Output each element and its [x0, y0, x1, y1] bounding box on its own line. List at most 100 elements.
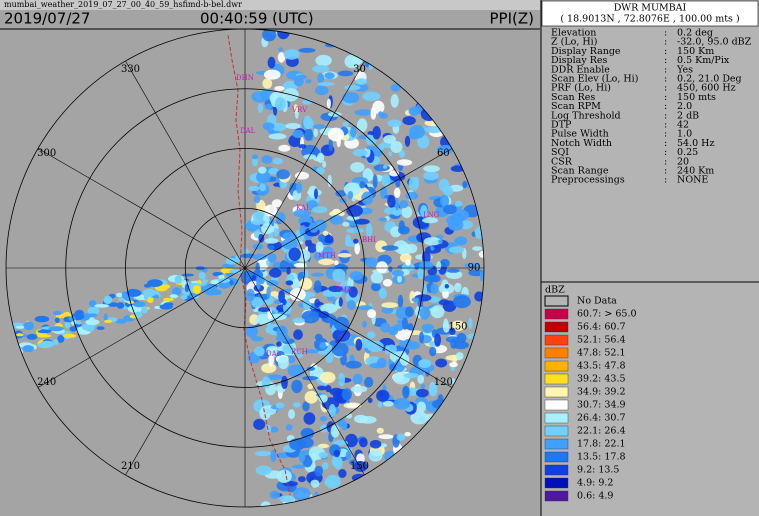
echo-cell: [254, 450, 271, 457]
echo-cell: [248, 185, 260, 192]
echo-cell: [447, 219, 464, 231]
echo-cell: [143, 288, 156, 297]
echo-cell: [322, 161, 327, 168]
echo-cell: [174, 275, 183, 284]
echo-cell: [344, 84, 361, 91]
echo-cell: [365, 223, 373, 237]
azimuth-label: 330: [121, 64, 140, 75]
echo-cell: [269, 490, 280, 499]
info-key: Scan Range: [551, 166, 609, 177]
echo-cell: [395, 328, 413, 341]
echo-cell: [405, 306, 414, 318]
station-label: BHI: [362, 236, 376, 244]
echo-cell: [388, 266, 393, 272]
echo-cell: [103, 313, 108, 321]
echo-cell: [372, 100, 385, 114]
echo-cell: [347, 191, 354, 199]
echo-cell: [446, 268, 460, 273]
echo-cell: [271, 199, 283, 208]
echo-cell: [325, 385, 332, 393]
legend-swatch: [544, 490, 569, 502]
echo-cell: [450, 378, 456, 385]
echo-cell: [16, 333, 24, 337]
no-data-swatch: [544, 295, 569, 307]
echo-cell: [288, 409, 295, 420]
echo-cell: [281, 375, 288, 389]
legend-title: dBZ: [545, 285, 565, 296]
echo-cell: [454, 239, 466, 245]
echo-cell: [267, 56, 276, 69]
echo-cell: [302, 291, 316, 298]
range-label: 150: [448, 322, 467, 333]
echo-cell: [15, 325, 25, 329]
echo-cell: [303, 154, 317, 160]
info-key: PRF (Lo, Hi): [551, 83, 611, 94]
echo-cell: [315, 54, 332, 67]
echo-cell: [283, 49, 300, 60]
echo-cell: [380, 322, 391, 333]
echo-cell: [262, 29, 277, 42]
echo-cell: [53, 310, 62, 316]
station-label: DHN: [236, 74, 254, 82]
echo-cell: [259, 183, 266, 192]
echo-cell: [423, 237, 442, 246]
echo-cell: [268, 352, 275, 367]
info-value: 0.5 Km/Pix: [677, 55, 730, 66]
echo-cell: [396, 159, 413, 166]
echo-cell: [302, 376, 319, 381]
echo-cell: [331, 342, 349, 357]
echo-cell: [293, 329, 303, 340]
echo-cell: [430, 283, 439, 295]
echo-cell: [312, 206, 328, 214]
echo-cell: [304, 390, 318, 404]
echo-cell: [258, 233, 265, 243]
info-value: 450, 600 Hz: [677, 83, 736, 94]
echo-cell: [229, 269, 239, 274]
echo-cell: [116, 302, 125, 309]
legend-swatch: [544, 451, 569, 463]
echo-cell: [444, 284, 449, 289]
echo-cell: [404, 243, 418, 254]
echo-cell: [381, 245, 399, 251]
info-key: Scan Elev (Lo, Hi): [551, 74, 638, 85]
echo-cell: [293, 104, 298, 113]
legend-swatch: [544, 386, 569, 398]
echo-cell: [253, 195, 261, 204]
echo-cell: [268, 313, 287, 321]
echo-cell: [268, 167, 279, 175]
echo-cell: [378, 288, 387, 299]
info-separator: :: [664, 101, 667, 112]
echo-cell: [305, 79, 312, 84]
echo-cell: [372, 174, 378, 189]
echo-cell: [352, 373, 363, 385]
echo-cell: [395, 180, 401, 188]
echo-cell: [293, 487, 311, 501]
station-box: [541, 0, 759, 27]
echo-cell: [397, 294, 404, 308]
info-separator: :: [664, 156, 667, 167]
echo-cell: [442, 186, 454, 196]
azimuth-spoke: [37, 267, 246, 388]
echo-cell: [266, 280, 279, 287]
echo-cell: [303, 115, 312, 130]
echo-cell: [411, 297, 420, 303]
echo-cell: [404, 135, 411, 147]
echo-cell: [366, 340, 384, 352]
echo-cell: [251, 274, 257, 281]
echo-cell: [64, 320, 71, 329]
echo-cell: [370, 272, 384, 284]
echo-cell: [314, 465, 324, 477]
echo-cell: [380, 443, 387, 448]
echo-cell: [422, 217, 439, 224]
echo-cell: [438, 239, 443, 245]
echo-cell: [404, 432, 411, 437]
echo-cell: [134, 311, 143, 318]
echo-cell: [245, 325, 259, 338]
echo-cell: [381, 174, 391, 187]
echo-cell: [282, 344, 296, 354]
echo-cell: [342, 92, 360, 104]
station-label: DAL: [266, 350, 282, 358]
echo-cell: [314, 188, 318, 199]
echo-cell: [376, 261, 388, 274]
echo-cell: [330, 424, 340, 438]
